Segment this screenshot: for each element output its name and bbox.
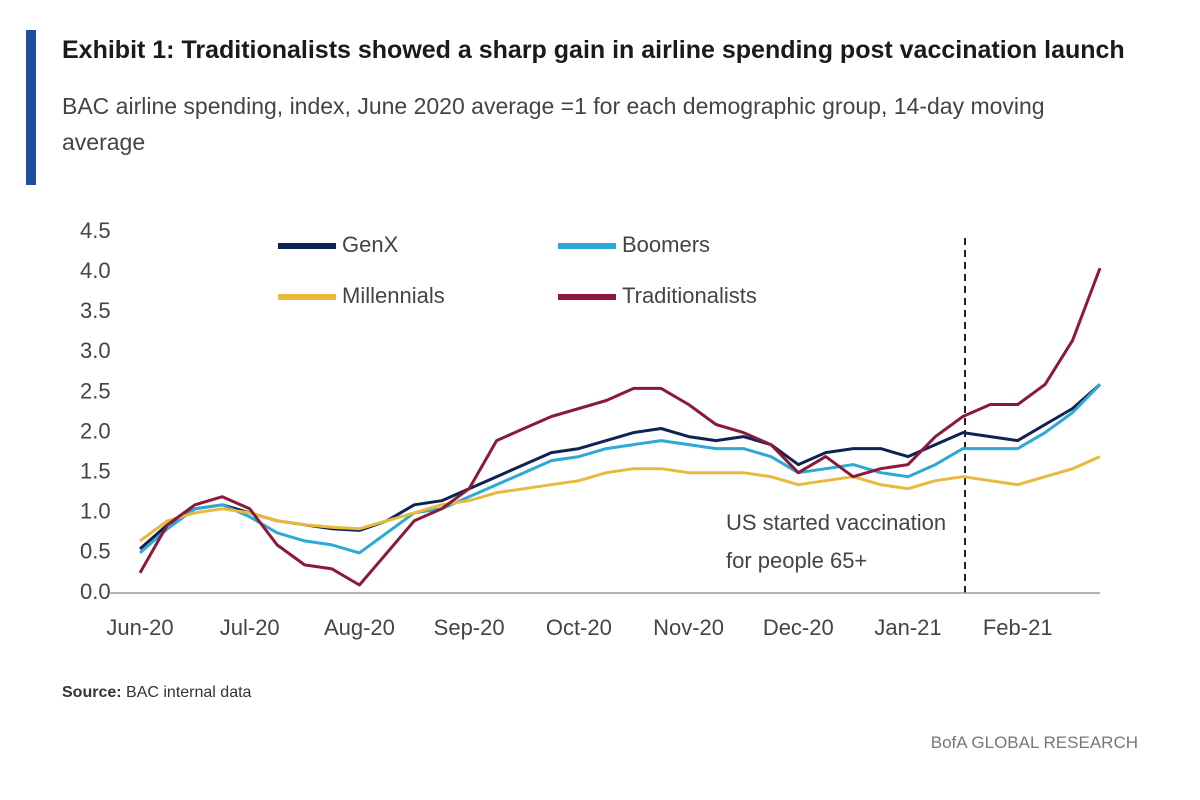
series-line — [139, 383, 1101, 551]
x-tick-label: Jun-20 — [106, 615, 173, 640]
footer: BofA GLOBAL RESEARCH — [930, 733, 1138, 752]
y-tick-label: 2.0 — [80, 418, 111, 443]
y-tick-label: 4.5 — [80, 218, 111, 243]
y-tick-label: 0.5 — [80, 539, 111, 564]
x-tick-label: Jan-21 — [874, 615, 941, 640]
series-line — [139, 455, 1101, 543]
x-tick-label: Oct-20 — [546, 615, 612, 640]
chart-title: Exhibit 1: Traditionalists showed a shar… — [62, 36, 1125, 64]
annotation: for people 65+ — [726, 548, 867, 573]
series-line — [139, 383, 1102, 555]
x-tick-label: Dec-20 — [763, 615, 834, 640]
y-tick-label: 3.0 — [80, 338, 111, 363]
x-tick-label: Nov-20 — [653, 615, 724, 640]
legend-label: Millennials — [342, 283, 445, 308]
x-tick-label: Aug-20 — [324, 615, 395, 640]
source-text: BAC internal data — [126, 684, 252, 701]
legend-label: Traditionalists — [622, 283, 757, 308]
source: Source: BAC internal data — [62, 684, 251, 702]
legend-label: GenX — [342, 232, 399, 257]
y-tick-label: 0.0 — [80, 579, 111, 604]
annotation: US started vaccination — [726, 510, 946, 535]
x-tick-label: Sep-20 — [434, 615, 505, 640]
y-tick-label: 3.5 — [80, 298, 111, 323]
y-tick-label: 2.5 — [80, 378, 111, 403]
series-line — [138, 267, 1102, 587]
x-tick-label: Jul-20 — [220, 615, 280, 640]
accent-bar — [26, 30, 36, 185]
y-tick-label: 4.0 — [80, 258, 111, 283]
y-tick-label: 1.5 — [80, 458, 111, 483]
legend-label: Boomers — [622, 232, 710, 257]
chart-subtitle: BAC airline spending, index, June 2020 a… — [62, 93, 1045, 155]
x-tick-label: Feb-21 — [983, 615, 1053, 640]
source-label: Source: — [62, 684, 122, 701]
y-tick-label: 1.0 — [80, 499, 111, 524]
